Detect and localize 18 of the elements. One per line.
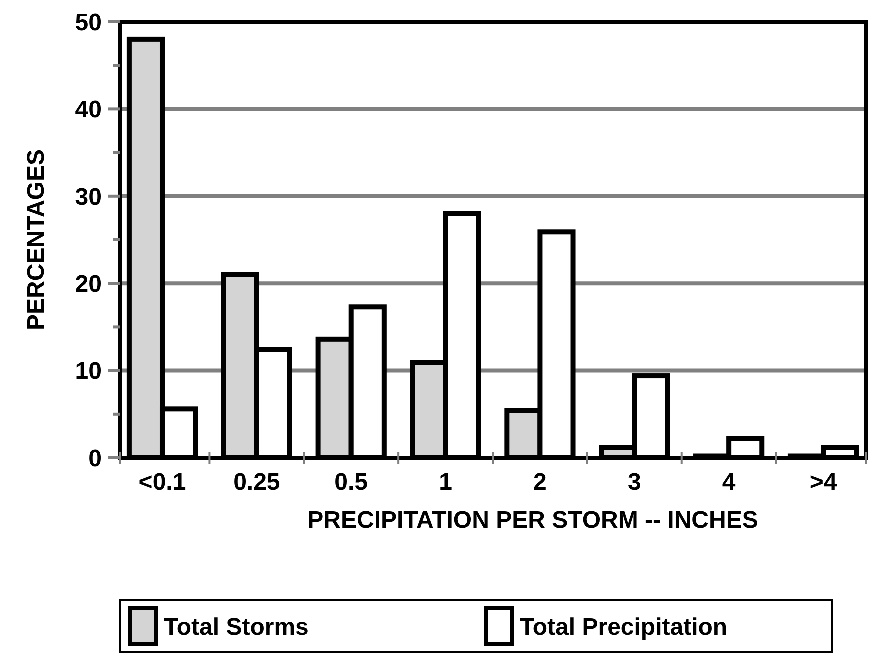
y-axis-title: PERCENTAGES bbox=[23, 150, 50, 330]
y-tick-label: 40 bbox=[75, 96, 102, 124]
x-tick-label: 2 bbox=[534, 469, 547, 496]
y-tick-label: 10 bbox=[75, 358, 102, 386]
x-axis-title: PRECIPITATION PER STORM -- INCHES bbox=[308, 507, 758, 534]
x-tick-label: 3 bbox=[628, 469, 642, 496]
x-tick-label: 4 bbox=[722, 469, 736, 496]
y-tick-label: 20 bbox=[75, 271, 102, 298]
y-tick-label: 50 bbox=[75, 9, 102, 36]
y-tick-label: 30 bbox=[75, 184, 102, 211]
x-tick-label: 1 bbox=[439, 469, 452, 496]
y-tick-label: 0 bbox=[88, 445, 102, 472]
x-tick-label: <0.1 bbox=[138, 469, 186, 496]
x-tick-label: >4 bbox=[810, 469, 838, 496]
legend-label: Total Precipitation bbox=[520, 614, 728, 641]
legend-label: Total Storms bbox=[164, 614, 309, 641]
x-tick-label: 0.25 bbox=[234, 469, 280, 496]
x-tick-label: 0.5 bbox=[334, 469, 368, 496]
